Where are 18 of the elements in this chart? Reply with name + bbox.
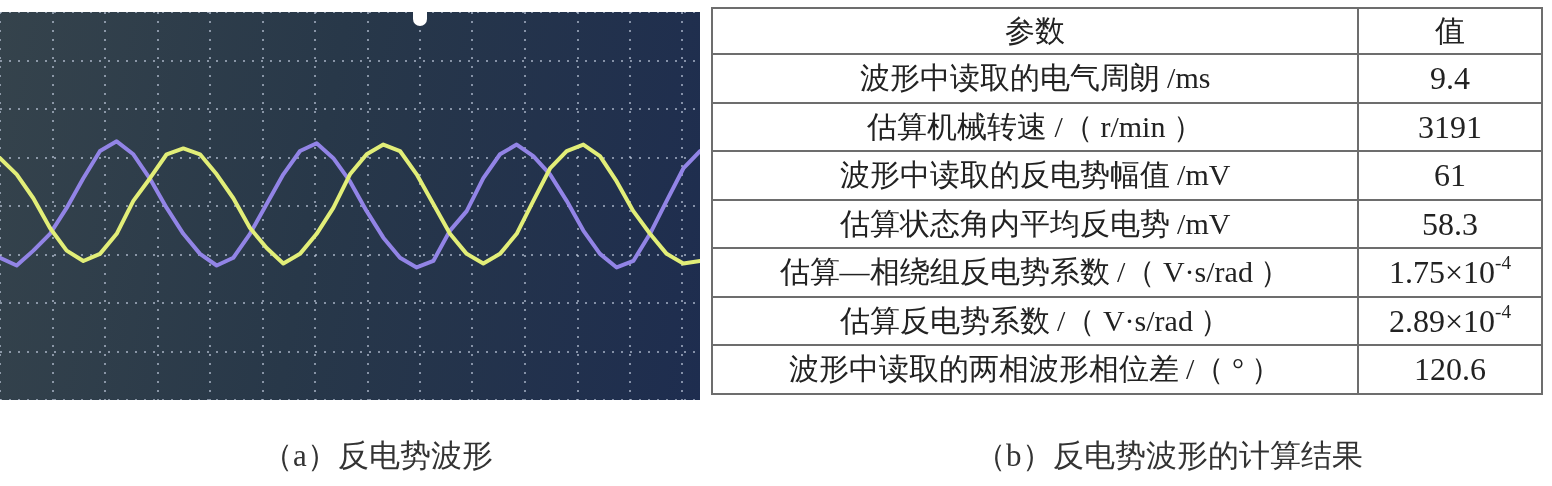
text: 61 xyxy=(1434,157,1466,194)
category-label: 波形中读取的电气周朗 /ms xyxy=(712,54,1358,103)
text: （b）反电势波形的计算结果 xyxy=(975,438,1363,474)
text: 9.4 xyxy=(1430,60,1470,97)
category-label: 估算反电势系数 /（ V·s/rad ） xyxy=(712,296,1358,345)
category-label: 估算机械转速 /（ r/min ） xyxy=(712,102,1358,151)
category-label: 估算状态角内平均反电势 /mV xyxy=(712,199,1358,248)
text: 值 xyxy=(1358,8,1542,54)
category-label: 波形中读取的两相波形相位差 /（ ° ） xyxy=(712,345,1358,394)
text: 参数 xyxy=(712,8,1358,54)
category-label: 波形中读取的反电势幅值 /mV xyxy=(712,151,1358,200)
text: 120.6 xyxy=(1414,351,1486,388)
text: （a）反电势波形 xyxy=(262,438,493,474)
text: 2.89×10$^{-4}$ xyxy=(1388,300,1512,339)
text: 58.3 xyxy=(1422,205,1478,242)
text: 1.75×10$^{-4}$ xyxy=(1388,251,1512,291)
text: 3191 xyxy=(1418,108,1482,145)
category-label: 估算—相绕组反电势系数 /（ V·s/rad ） xyxy=(712,248,1358,297)
